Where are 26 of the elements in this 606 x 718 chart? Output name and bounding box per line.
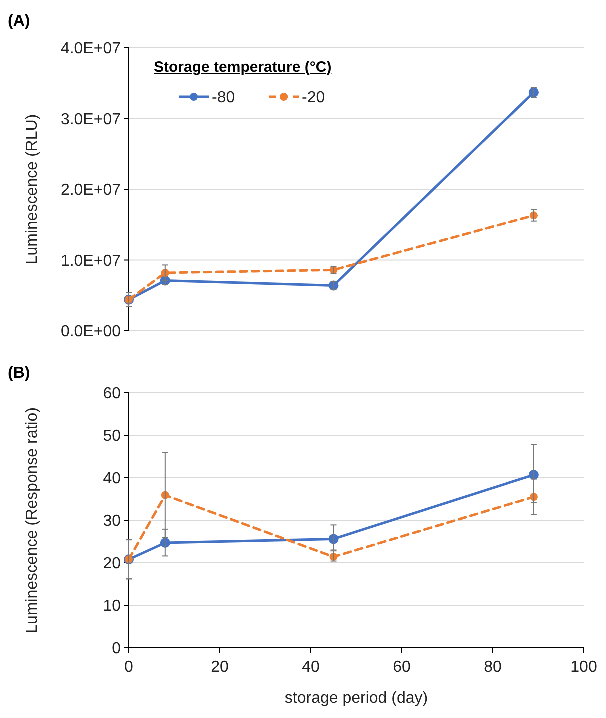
x-tick-label: 40 xyxy=(302,659,320,676)
x-tick-label: 80 xyxy=(484,659,502,676)
chart-title: (B) xyxy=(8,365,30,382)
y-tick-label: 30 xyxy=(103,513,122,530)
y-tick-label: 2.0E+07 xyxy=(60,182,122,200)
y-axis-title: Luminescence (Response ratio) xyxy=(24,408,41,634)
y-tick-label: 10 xyxy=(103,598,122,616)
y-tick-label: 0.0E+00 xyxy=(60,324,122,341)
x-tick-label: 100 xyxy=(570,659,598,676)
x-tick-label: 60 xyxy=(393,659,411,676)
y-tick-label: 1.0E+07 xyxy=(60,252,122,270)
y-tick-label: 50 xyxy=(103,428,122,446)
y-tick-label: 20 xyxy=(103,556,122,573)
legend-label: -80 xyxy=(212,90,236,107)
x-tick-label: 20 xyxy=(211,659,229,676)
y-tick-label: 4.0E+07 xyxy=(60,40,122,58)
x-axis-title: storage period (day) xyxy=(284,690,428,707)
y-axis-title: Luminescence (RLU) xyxy=(24,114,41,265)
legend-label: -20 xyxy=(302,90,326,107)
y-tick-label: 40 xyxy=(103,470,122,488)
y-tick-label: 0 xyxy=(112,640,122,658)
y-tick-label: 3.0E+07 xyxy=(60,111,122,128)
x-tick-label: 0 xyxy=(124,659,134,676)
chart-title: (A) xyxy=(8,13,30,30)
y-tick-label: 60 xyxy=(103,386,122,403)
legend-title: Storage temperature (°C) xyxy=(154,59,332,76)
